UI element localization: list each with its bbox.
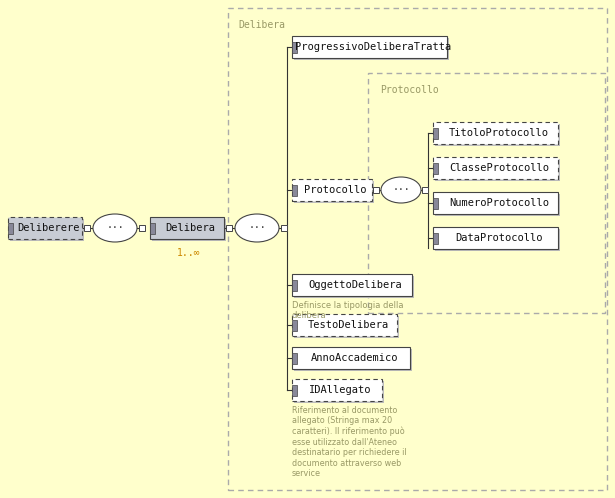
Text: OggettoDelibera: OggettoDelibera: [309, 280, 402, 290]
Ellipse shape: [93, 214, 137, 242]
Bar: [292, 384, 297, 395]
Bar: [292, 353, 297, 364]
Text: DataProtocollo: DataProtocollo: [455, 233, 543, 243]
Ellipse shape: [235, 214, 279, 242]
Bar: [292, 379, 382, 401]
Bar: [294, 349, 412, 371]
Bar: [292, 279, 297, 290]
Bar: [292, 36, 447, 58]
Text: Riferimento al documento
allegato (Stringa max 20
caratteri). Il riferimento può: Riferimento al documento allegato (Strin…: [292, 406, 407, 478]
Bar: [435, 194, 560, 216]
Text: Definisce la tipologia della
delibera: Definisce la tipologia della delibera: [292, 301, 403, 320]
Bar: [150, 217, 224, 239]
Bar: [435, 124, 560, 146]
Ellipse shape: [381, 177, 421, 203]
Bar: [433, 227, 558, 249]
Text: ProgressivoDeliberaTratta: ProgressivoDeliberaTratta: [295, 42, 451, 52]
Text: ···: ···: [106, 223, 124, 233]
Bar: [435, 229, 560, 251]
Bar: [139, 225, 145, 231]
Bar: [150, 223, 155, 234]
Text: ClasseProtocollo: ClasseProtocollo: [449, 163, 549, 173]
Bar: [292, 179, 372, 201]
Text: Delibera: Delibera: [165, 223, 215, 233]
Bar: [435, 159, 560, 181]
Bar: [292, 347, 410, 369]
Bar: [8, 217, 82, 239]
Bar: [433, 233, 438, 244]
Text: Protocollo: Protocollo: [304, 185, 367, 195]
Bar: [292, 274, 412, 296]
Text: ···: ···: [248, 223, 266, 233]
Text: TitoloProtocollo: TitoloProtocollo: [449, 128, 549, 138]
Bar: [368, 73, 605, 313]
Bar: [373, 187, 379, 193]
Text: NumeroProtocollo: NumeroProtocollo: [449, 198, 549, 208]
Text: AnnoAccademico: AnnoAccademico: [311, 353, 399, 363]
Bar: [433, 162, 438, 173]
Text: TestoDelibera: TestoDelibera: [308, 320, 389, 330]
Text: ···: ···: [392, 185, 410, 195]
Bar: [292, 314, 397, 336]
Bar: [433, 198, 438, 209]
Bar: [292, 320, 297, 331]
Bar: [294, 276, 414, 298]
Bar: [228, 8, 607, 490]
Bar: [8, 223, 13, 234]
Bar: [281, 225, 287, 231]
Text: IDAllegato: IDAllegato: [309, 385, 371, 395]
Text: 1..∞: 1..∞: [177, 248, 200, 258]
Bar: [84, 225, 90, 231]
Bar: [294, 381, 384, 403]
Text: Protocollo: Protocollo: [380, 85, 438, 95]
Bar: [422, 187, 428, 193]
Bar: [292, 41, 297, 52]
Bar: [433, 122, 558, 144]
Bar: [10, 219, 84, 241]
Bar: [433, 192, 558, 214]
Bar: [294, 38, 449, 60]
Bar: [226, 225, 232, 231]
Bar: [433, 127, 438, 138]
Bar: [294, 181, 374, 203]
Text: Delibera: Delibera: [238, 20, 285, 30]
Bar: [152, 219, 226, 241]
Text: Deliberere: Deliberere: [17, 223, 80, 233]
Bar: [433, 157, 558, 179]
Bar: [292, 184, 297, 196]
Bar: [294, 316, 399, 338]
